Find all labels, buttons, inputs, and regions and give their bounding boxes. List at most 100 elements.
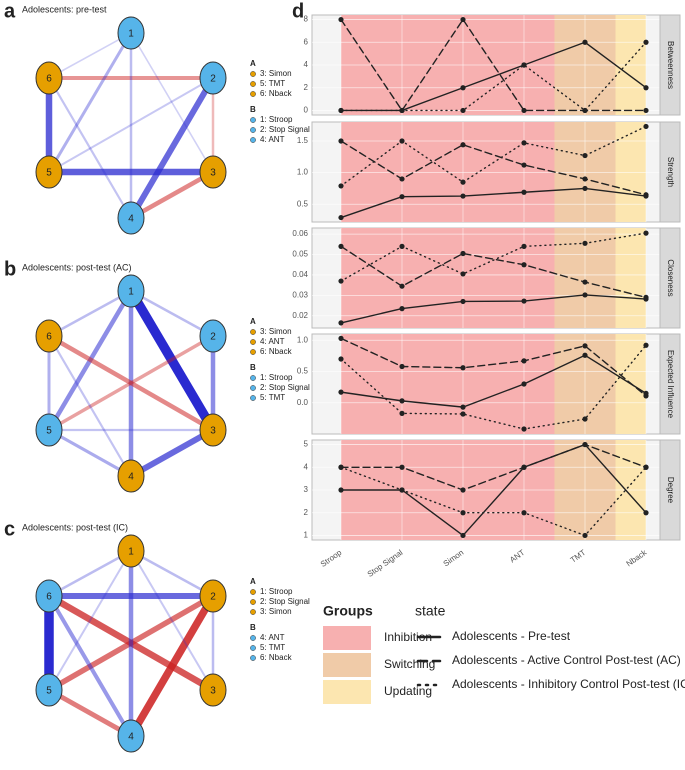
network-node (117, 719, 145, 753)
data-point (399, 283, 405, 289)
data-point (582, 352, 588, 358)
legend-group-title: A (250, 59, 256, 68)
node-label: 3 (210, 168, 216, 179)
data-point (399, 363, 405, 370)
data-point (338, 107, 344, 114)
facet-strip (659, 227, 681, 329)
legend-item: 1: Stroop (260, 587, 293, 596)
network-edge (48, 550, 132, 691)
node-label: 3 (210, 686, 216, 697)
network-edge (47, 32, 133, 173)
data-point (460, 85, 466, 91)
group-band (341, 228, 555, 328)
data-point (521, 298, 527, 304)
data-point (338, 16, 344, 23)
y-tick-label: 0.03 (292, 290, 308, 299)
network-node (117, 16, 145, 50)
y-tick-label: 0.04 (292, 270, 308, 279)
y-tick-label: 5 (304, 440, 309, 449)
data-point (643, 510, 649, 516)
y-tick-label: 0.0 (297, 398, 309, 407)
network-node (199, 319, 227, 353)
node-label: 1 (128, 29, 134, 40)
data-point (399, 107, 405, 114)
legend-title: state (415, 603, 446, 619)
legend-item: 3: Simon (260, 327, 292, 336)
facet-strip (659, 333, 681, 435)
network-node (199, 673, 227, 707)
y-tick-label: 2 (304, 508, 309, 517)
legend-item: 6: Nback (260, 653, 293, 662)
network-panel: c Adolescents: post-test (IC) 1 2 3 4 5 6 A 1: St… (4, 518, 310, 753)
data-point (521, 162, 527, 168)
data-point (338, 243, 344, 249)
node-label: 2 (210, 592, 216, 603)
data-point (338, 389, 344, 395)
group-band (341, 334, 555, 434)
legend-label: Inhibition (384, 630, 432, 644)
facet-label: Degree (666, 477, 675, 504)
legend-item: 4: ANT (260, 633, 285, 642)
node-label: 4 (128, 214, 134, 225)
data-point (582, 279, 588, 285)
legend-item: 2: Stop Signal (260, 125, 310, 134)
data-point (399, 306, 405, 312)
legend-item: 5: TMT (260, 643, 285, 652)
network-node (117, 534, 145, 568)
series-line (340, 294, 647, 324)
legend-item: 6: Nback (260, 347, 293, 356)
legend-item: 2: Stop Signal (260, 597, 310, 606)
network-edge (48, 77, 214, 173)
data-point (399, 464, 405, 470)
y-tick-label: 0.05 (292, 250, 308, 259)
network-node (199, 61, 227, 95)
data-point (399, 487, 405, 493)
data-point (460, 193, 466, 199)
series-line (340, 232, 647, 282)
legend-item: 2: Stop Signal (260, 383, 310, 392)
legend-dot (250, 91, 256, 97)
legend-item: 5: TMT (260, 393, 285, 402)
series-line (340, 187, 647, 219)
network-node (35, 155, 63, 189)
data-point (521, 464, 527, 470)
node-label: 2 (210, 74, 216, 85)
legend-dot (250, 375, 256, 381)
data-point (582, 185, 588, 192)
data-point (643, 192, 649, 198)
data-point (460, 404, 466, 410)
data-point (521, 358, 527, 364)
x-tick-label: Stop Signal (366, 548, 405, 579)
data-point (338, 356, 344, 362)
data-point (582, 292, 588, 298)
legend-dot (250, 127, 256, 133)
legend-title: Groups (323, 603, 373, 619)
y-tick-label: 0.06 (292, 229, 308, 238)
data-point (582, 176, 588, 182)
series-line (340, 125, 647, 187)
legend-swatch (323, 680, 371, 704)
data-point (643, 107, 649, 114)
network-edge (130, 32, 214, 173)
data-point (460, 142, 466, 148)
network-node (117, 459, 145, 493)
node-label: 5 (46, 686, 52, 697)
data-point (338, 138, 344, 144)
legend-dot (250, 589, 256, 595)
legend-dot (250, 655, 256, 661)
data-point (521, 381, 527, 387)
y-tick-label: 3 (304, 485, 309, 494)
data-point (399, 410, 405, 416)
legend-group-title: A (250, 317, 256, 326)
y-tick-label: 1.0 (297, 168, 309, 177)
data-point (582, 39, 588, 45)
legend-group-title: B (250, 363, 256, 372)
data-point (582, 107, 588, 114)
data-point (460, 179, 466, 185)
network-edge (48, 428, 132, 478)
y-tick-label: 4 (304, 60, 309, 69)
network-edge (130, 549, 214, 598)
legend-dot (250, 609, 256, 615)
legend-item: 4: ANT (260, 337, 285, 346)
data-point (521, 140, 527, 146)
